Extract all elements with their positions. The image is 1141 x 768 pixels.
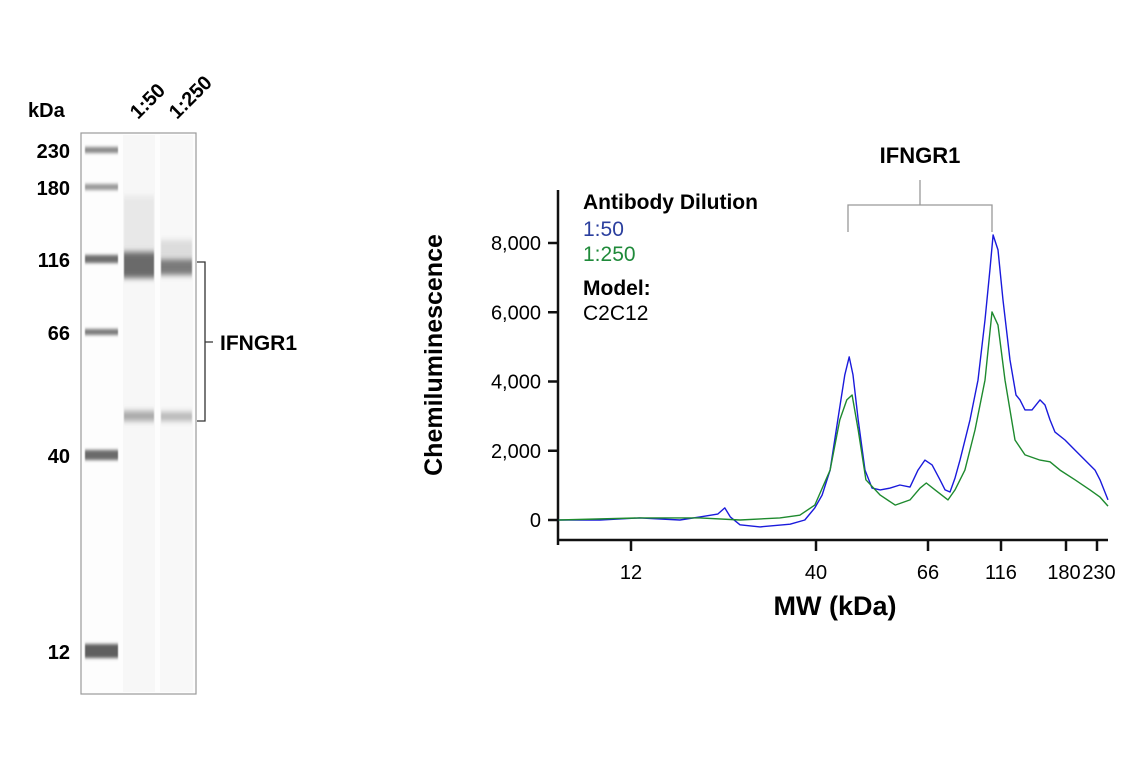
gel-ladder [85,147,118,658]
gel-lane-label-2: 1:250 [165,72,217,124]
annotation-bracket [847,180,993,232]
ladder-band-116 [85,255,118,263]
y-axis-ticks: 0 2,000 4,000 6,000 8,000 [491,233,558,532]
legend: Antibody Dilution 1:50 1:250 Model: C2C1… [583,191,758,325]
legend-item-1-50: 1:50 [583,218,624,241]
y-tick-label-0: 0 [530,510,541,532]
gel-lane-1-smear [124,196,154,256]
ladder-band-66 [85,329,118,335]
chart-panel: Chemiluminescence MW (kDa) 0 2,000 4,000 6,… [420,143,1116,621]
ladder-label-230: 230 [37,141,70,163]
x-tick-label-40: 40 [805,562,827,584]
ladder-label-116: 116 [38,250,70,272]
gel-lane-label-1: 1:50 [126,80,170,124]
x-tick-label-12: 12 [620,562,642,584]
gel-lane-2-smear [161,240,192,258]
y-tick-label-8000: 8,000 [491,233,541,255]
ladder-label-180: 180 [37,178,70,200]
legend-title: Antibody Dilution [583,191,758,214]
ladder-band-12 [85,644,118,658]
y-axis-label: Chemiluminescence [420,234,448,476]
gel-ladder-labels: 230 180 116 66 40 12 [37,141,70,664]
y-tick-label-4000: 4,000 [491,372,541,394]
gel-target-bracket [197,261,213,422]
ladder-band-180 [85,184,118,190]
gel-lane-2-band-116 [161,259,192,275]
ladder-band-40 [85,450,118,460]
series-line-1-250 [558,311,1109,521]
x-tick-label-230: 230 [1082,562,1115,584]
gel-panel: kDa 1:50 1:250 230 180 116 66 40 12 IFNGR1 [28,72,297,695]
x-tick-label-66: 66 [917,562,939,584]
x-tick-label-180: 180 [1047,562,1080,584]
gel-unit-label: kDa [28,100,66,122]
legend-item-1-250: 1:250 [583,243,636,266]
gel-lane-2-band-48 [161,412,192,421]
legend-model-value: C2C12 [583,302,648,325]
ladder-label-66: 66 [48,323,70,345]
x-tick-label-116: 116 [985,562,1017,584]
gel-lane-1-band-116 [124,252,154,278]
ladder-band-230 [85,147,118,153]
x-axis-ticks: 12 40 66 116 180 230 [620,540,1116,584]
x-axis-label: MW (kDa) [774,591,897,621]
ladder-label-40: 40 [48,446,70,468]
ladder-label-12: 12 [48,642,70,664]
legend-model-label: Model: [583,277,651,300]
gel-target-label: IFNGR1 [220,332,297,355]
series-line-1-50 [558,234,1109,528]
y-tick-label-2000: 2,000 [491,441,541,463]
y-tick-label-6000: 6,000 [491,302,541,324]
gel-lane-1-band-48 [124,411,154,421]
annotation-label: IFNGR1 [880,143,961,168]
series-group [558,234,1109,528]
